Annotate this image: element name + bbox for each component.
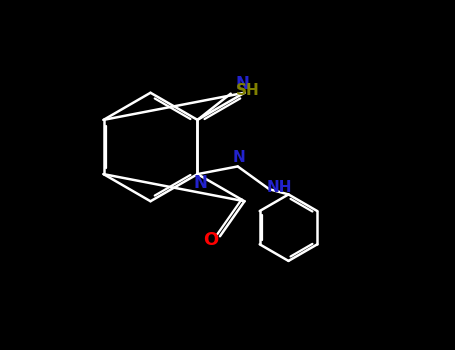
Text: N: N	[233, 150, 246, 165]
Text: N: N	[193, 174, 207, 192]
Text: SH: SH	[236, 83, 259, 98]
Text: NH: NH	[267, 180, 293, 195]
Text: N: N	[236, 75, 250, 93]
Text: O: O	[203, 231, 219, 249]
